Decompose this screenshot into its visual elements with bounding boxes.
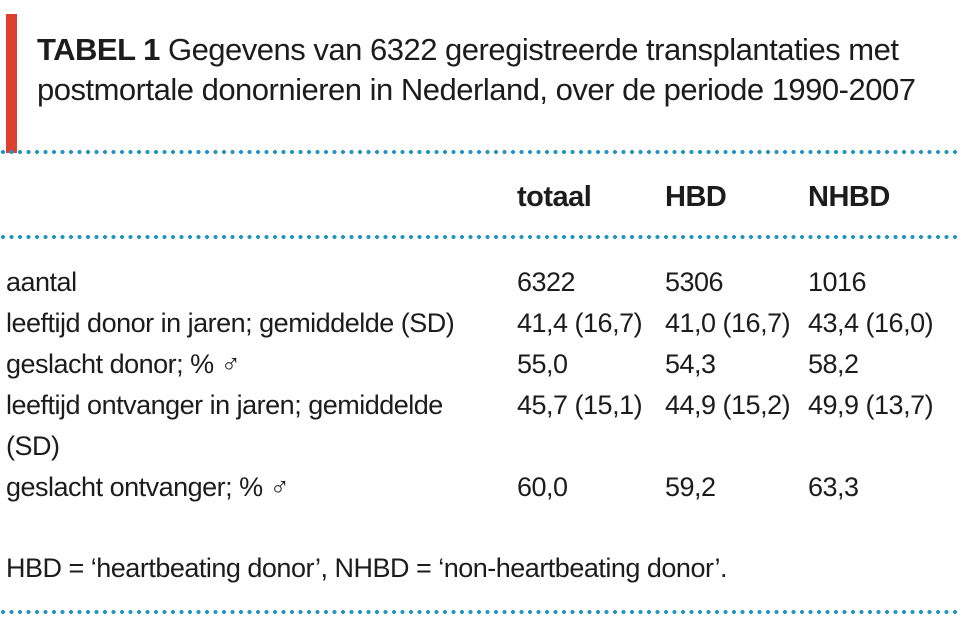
- cell-nhbd: 43,4 (16,0): [808, 308, 934, 338]
- row-label: aantal: [6, 267, 77, 297]
- table-row-aantal: aantal 6322 5306 1016: [6, 262, 961, 303]
- column-header-totaal: totaal: [517, 181, 592, 213]
- cell-nhbd: 49,9 (13,7): [808, 390, 934, 420]
- table-title: TABEL 1 Gegevens van 6322 geregistreerde…: [37, 30, 916, 110]
- cell-hbd: 54,3: [665, 349, 716, 379]
- title-line2: postmortale donornieren in Nederland, ov…: [37, 72, 916, 107]
- row-label: leeftijd ontvanger in jaren; gemiddelde …: [6, 385, 517, 467]
- cell-nhbd: 1016: [808, 267, 867, 297]
- cell-hbd: 5306: [665, 267, 724, 297]
- row-label: leeftijd donor in jaren; gemiddelde (SD): [6, 308, 455, 338]
- cell-totaal: 60,0: [517, 472, 568, 502]
- cell-hbd: 41,0 (16,7): [665, 308, 791, 338]
- cell-hbd: 59,2: [665, 472, 716, 502]
- cell-nhbd: 58,2: [808, 349, 859, 379]
- divider-header: [0, 234, 961, 240]
- divider-top: [0, 149, 961, 155]
- row-label-line1: leeftijd ontvanger in jaren; gemiddelde: [6, 390, 443, 420]
- row-label: geslacht donor; % ♂: [6, 349, 241, 379]
- red-accent-bar: [6, 14, 17, 153]
- cell-totaal: 41,4 (16,7): [517, 308, 643, 338]
- cell-nhbd: 63,3: [808, 472, 859, 502]
- cell-hbd: 44,9 (15,2): [665, 390, 791, 420]
- column-header-nhbd: NHBD: [808, 181, 890, 213]
- table-row-leeftijd-ontvanger: leeftijd ontvanger in jaren; gemiddelde …: [6, 385, 961, 467]
- cell-totaal: 6322: [517, 267, 576, 297]
- table-row-geslacht-ontvanger: geslacht ontvanger; % ♂ 60,0 59,2 63,3: [6, 467, 961, 508]
- footnote: HBD = ‘heartbeating donor’, NHBD = ‘non-…: [6, 553, 727, 583]
- row-label-line2: (SD): [6, 431, 60, 461]
- table-header-row: totaal HBD NHBD: [6, 180, 961, 214]
- row-label: geslacht ontvanger; % ♂: [6, 472, 290, 502]
- title-line1: Gegevens van 6322 geregistreerde transpl…: [167, 32, 899, 67]
- divider-bottom: [0, 609, 961, 615]
- cell-totaal: 45,7 (15,1): [517, 390, 643, 420]
- table-body: aantal 6322 5306 1016 leeftijd donor in …: [6, 262, 961, 508]
- cell-totaal: 55,0: [517, 349, 568, 379]
- table-number: TABEL 1: [37, 32, 160, 67]
- column-header-hbd: HBD: [665, 181, 727, 213]
- table-row-geslacht-donor: geslacht donor; % ♂ 55,0 54,3 58,2: [6, 344, 961, 385]
- table-row-leeftijd-donor: leeftijd donor in jaren; gemiddelde (SD)…: [6, 303, 961, 344]
